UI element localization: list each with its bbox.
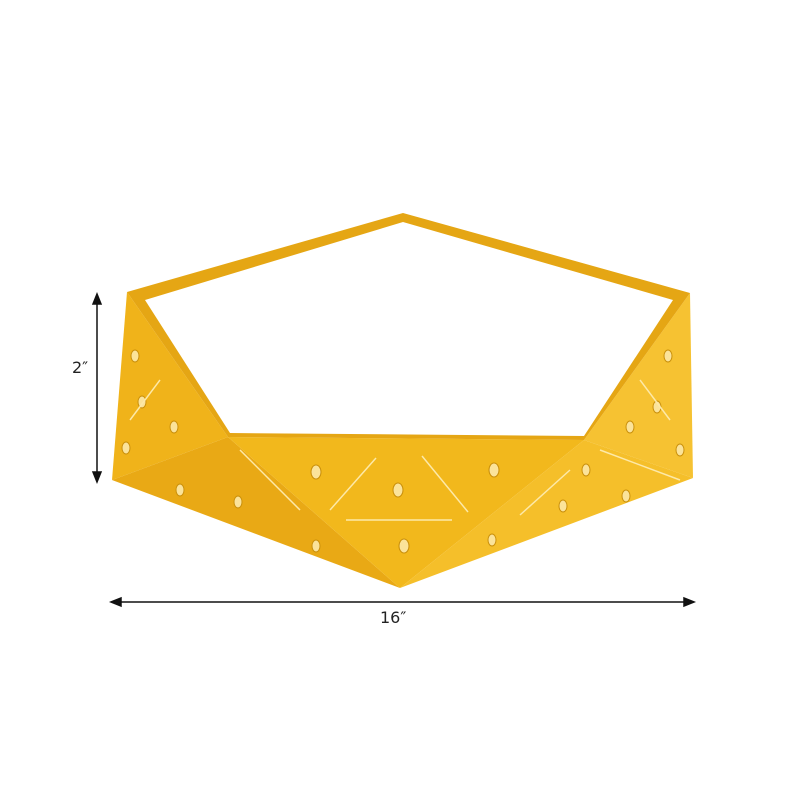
ceiling-lamp [112,213,693,588]
crystal-beads [121,349,685,554]
etched-lines [129,379,681,521]
width-dimension-arrow [108,596,697,608]
lamp-diffuser [145,222,673,436]
width-label: 16″ [380,608,407,627]
lamp-left-face [112,292,228,480]
lamp-front-right-face [400,440,693,588]
height-dimension-arrow [91,291,103,485]
lamp-front-left-face [112,437,400,588]
height-label: 2″ [72,358,89,377]
lamp-right-face [584,293,693,478]
